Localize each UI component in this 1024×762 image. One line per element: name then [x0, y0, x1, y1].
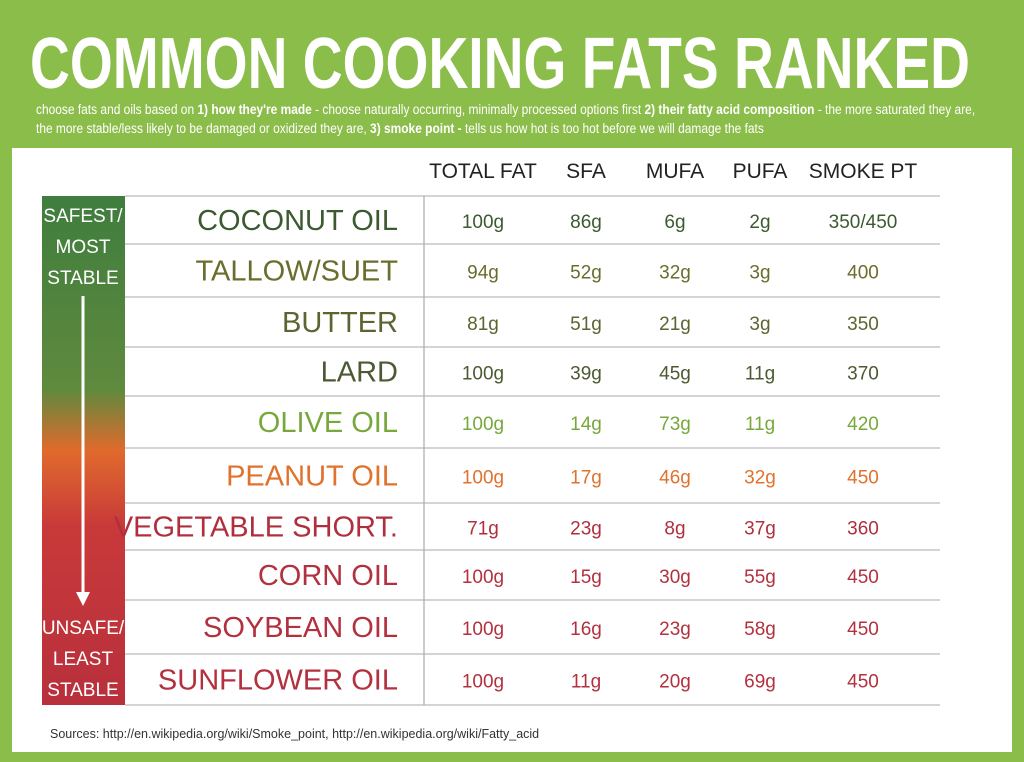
- subtitle-part: - choose naturally occurring, minimally …: [311, 102, 645, 117]
- subtitle-part: tells us how hot is too hot before we wi…: [461, 121, 764, 136]
- cell: 100g: [462, 468, 504, 489]
- cell: 100g: [462, 212, 504, 233]
- column-header: SFA: [566, 160, 606, 183]
- cell: 23g: [570, 519, 602, 540]
- cell: 350/450: [829, 212, 898, 233]
- scale-top: MOST: [56, 237, 111, 258]
- cell: 400: [847, 263, 879, 284]
- cell: 450: [847, 567, 879, 588]
- cell: 14g: [570, 414, 602, 435]
- cell: 21g: [659, 314, 691, 335]
- cell: 52g: [570, 263, 602, 284]
- cell: 100g: [462, 364, 504, 385]
- subtitle-part: 1) how they're made: [197, 102, 312, 117]
- cell: 100g: [462, 672, 504, 693]
- cell: 100g: [462, 414, 504, 435]
- cell: 450: [847, 468, 879, 489]
- table: TOTAL FAT SFA MUFA PUFA SMOKE PT COCONUT OIL 1…: [42, 160, 940, 706]
- cell: 6g: [664, 212, 685, 233]
- fat-name: OLIVE OIL: [258, 407, 398, 439]
- cell: 450: [847, 619, 879, 640]
- cell: 32g: [659, 263, 691, 284]
- column-header: TOTAL FAT: [429, 160, 537, 183]
- cell: 350: [847, 314, 879, 335]
- fat-name: COCONUT OIL: [197, 205, 398, 237]
- cell: 370: [847, 364, 879, 385]
- cell: 46g: [659, 468, 691, 489]
- subtitle-part: 2) their fatty acid composition: [644, 102, 815, 117]
- cell: 45g: [659, 364, 691, 385]
- panel: [12, 148, 1012, 752]
- fat-name: SUNFLOWER OIL: [158, 665, 398, 697]
- fat-name: TALLOW/SUET: [196, 256, 399, 288]
- cell: 37g: [744, 519, 776, 540]
- subtitle: choose fats and oils based on 1) how the…: [36, 100, 992, 138]
- cell: 32g: [744, 468, 776, 489]
- cell: 11g: [745, 364, 775, 385]
- fat-name: SOYBEAN OIL: [203, 612, 398, 644]
- cell: 2g: [749, 212, 770, 233]
- scale-top: SAFEST/: [43, 206, 123, 227]
- fat-name: CORN OIL: [258, 560, 398, 592]
- cell: 3g: [749, 314, 770, 335]
- cell: 94g: [467, 263, 499, 284]
- fat-name: LARD: [321, 357, 398, 389]
- cell: 8g: [664, 519, 685, 540]
- cell: 51g: [570, 314, 602, 335]
- cell: 86g: [570, 212, 602, 233]
- cell: 16g: [570, 619, 602, 640]
- cell: 100g: [462, 619, 504, 640]
- scale-bottom: UNSAFE/: [42, 618, 125, 639]
- title: COMMON COOKING FATS RANKED: [30, 24, 970, 104]
- subtitle-part: - the more saturated they are, the more …: [36, 102, 976, 136]
- fat-name: PEANUT OIL: [226, 461, 398, 493]
- cell: 420: [847, 414, 879, 435]
- cell: 39g: [570, 364, 602, 385]
- cell: 17g: [570, 468, 602, 489]
- cell: 69g: [744, 672, 776, 693]
- cell: 20g: [659, 672, 691, 693]
- cell: 15g: [570, 567, 602, 588]
- cell: 55g: [744, 567, 776, 588]
- column-header: PUFA: [733, 160, 788, 183]
- scale-top: STABLE: [47, 268, 118, 289]
- cell: 71g: [467, 519, 499, 540]
- cell: 11g: [571, 672, 601, 693]
- scale-bottom: LEAST: [53, 649, 114, 670]
- fat-name: BUTTER: [282, 307, 398, 339]
- cell: 3g: [749, 263, 770, 284]
- scale-bottom: STABLE: [47, 680, 118, 701]
- cell: 23g: [659, 619, 691, 640]
- column-header: MUFA: [646, 160, 704, 183]
- cell: 360: [847, 519, 879, 540]
- cell: 58g: [744, 619, 776, 640]
- cell: 73g: [659, 414, 691, 435]
- subtitle-part: 3) smoke point -: [370, 121, 462, 136]
- cell: 30g: [659, 567, 691, 588]
- cell: 100g: [462, 567, 504, 588]
- cell: 81g: [467, 314, 499, 335]
- column-header: SMOKE PT: [809, 160, 918, 183]
- sources: Sources: http://en.wikipedia.org/wiki/Sm…: [50, 727, 539, 741]
- subtitle-part: choose fats and oils based on: [36, 102, 198, 117]
- cell: 11g: [745, 414, 775, 435]
- cell: 450: [847, 672, 879, 693]
- fat-name: VEGETABLE SHORT.: [114, 512, 398, 544]
- arrow-head: [76, 592, 90, 606]
